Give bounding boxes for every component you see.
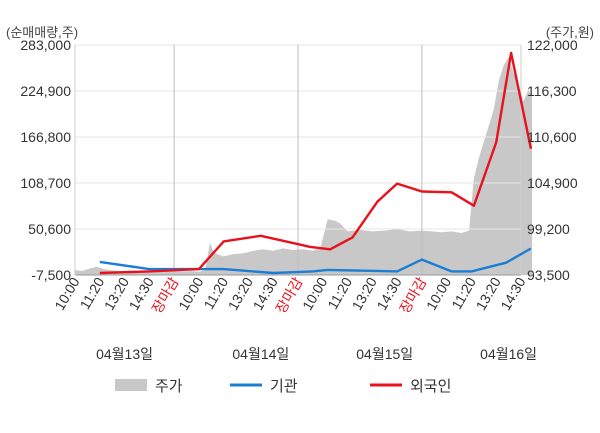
left-tick-label: 166,800: [20, 129, 71, 145]
series-line-layer: [99, 51, 533, 275]
date-label: 04월16일: [480, 346, 537, 362]
date-label: 04월13일: [96, 346, 153, 362]
right-tick-label: 93,500: [527, 267, 570, 283]
x-tick-layer: 10:0011:2013:2014:30장마감10:0011:2013:2014…: [51, 274, 528, 316]
x-tick-label: 14:30: [497, 274, 528, 313]
right-tick-label: 116,300: [527, 83, 577, 99]
price-area: [75, 57, 533, 275]
x-tick-label: 10:00: [423, 274, 454, 313]
left-tick-label: 50,600: [28, 221, 71, 237]
legend-label: 외국인: [410, 378, 451, 395]
x-tick-label: 10:00: [175, 274, 206, 313]
right-tick-label: 110,600: [527, 129, 577, 145]
right-tick-label: 104,900: [527, 175, 578, 191]
legend-swatch-price: [115, 379, 147, 391]
right-tick-label: 99,200: [527, 221, 570, 237]
date-label-layer: 04월13일 04월14일 04월15일 04월16일: [96, 346, 537, 362]
legend-label: 주가: [155, 378, 183, 395]
x-tick-label: 10:00: [299, 274, 330, 313]
right-axis-label: (주가,원): [546, 25, 594, 40]
left-tick-label: -7,500: [31, 267, 71, 283]
left-axis-label: (순매매량,주): [6, 25, 78, 40]
left-tick-label: 224,900: [20, 83, 71, 99]
left-tick-label: 283,000: [20, 37, 71, 53]
left-tick-layer: 283,000 224,900 166,800 108,700 50,600 -7,500: [20, 37, 71, 283]
left-tick-label: 108,700: [20, 175, 71, 191]
legend: 주가 기관 외국인: [115, 378, 451, 395]
right-tick-label: 122,000: [527, 37, 578, 53]
right-tick-layer: 122,000 116,300 110,600 104,900 99,200 93,500: [527, 37, 578, 283]
date-label: 04월15일: [356, 346, 413, 362]
date-label: 04월14일: [232, 346, 289, 362]
legend-label: 기관: [270, 378, 298, 395]
grid-layer: [74, 44, 522, 276]
price-area-layer: [75, 57, 533, 275]
series-line-foreigner: [99, 51, 533, 275]
